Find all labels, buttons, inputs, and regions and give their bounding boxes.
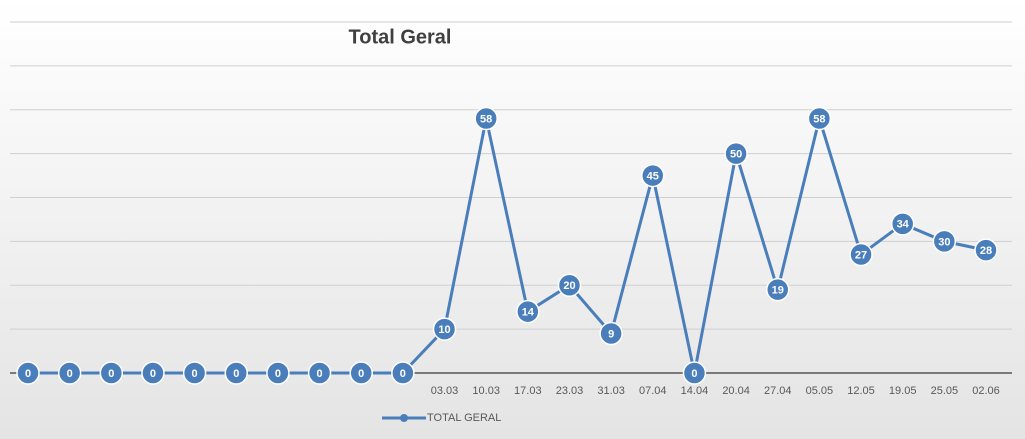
marker — [724, 141, 748, 166]
legend-marker — [400, 414, 408, 422]
x-tick-label: 12.05 — [847, 385, 875, 397]
data-label: 10 — [438, 324, 450, 336]
marker — [890, 212, 915, 236]
x-tick-label: 23.03 — [556, 385, 584, 397]
marker — [849, 242, 873, 267]
x-tick-label: 14.04 — [681, 385, 709, 397]
marker — [224, 361, 249, 385]
x-tick-label: 05.05 — [806, 385, 834, 397]
marker — [16, 361, 40, 385]
data-label: 0 — [192, 368, 198, 380]
marker — [99, 361, 124, 385]
marker — [391, 361, 415, 385]
marker — [641, 163, 665, 188]
data-label: 50 — [730, 149, 742, 161]
data-label: 0 — [67, 368, 73, 380]
x-tick-label: 31.03 — [597, 385, 625, 397]
marker — [974, 238, 998, 262]
x-tick-label: 27.04 — [764, 385, 792, 397]
x-tick-label: 19.05 — [889, 385, 917, 397]
marker — [182, 361, 207, 385]
data-label: 0 — [317, 368, 323, 380]
data-label: 0 — [400, 368, 406, 380]
data-label: 0 — [150, 368, 156, 380]
x-tick-label: 10.03 — [472, 385, 500, 397]
marker — [141, 361, 165, 385]
marker — [599, 321, 623, 346]
marker — [57, 361, 82, 385]
data-label: 27 — [855, 249, 867, 261]
marker — [474, 106, 498, 131]
data-label: 58 — [480, 113, 492, 125]
data-label: 58 — [813, 113, 825, 125]
marker — [516, 299, 540, 324]
data-label: 0 — [691, 368, 697, 380]
marker — [682, 361, 707, 385]
data-label: 19 — [772, 285, 784, 297]
chart-title: Total Geral — [349, 26, 452, 48]
x-tick-label: 07.04 — [639, 385, 667, 397]
data-label: 30 — [938, 236, 950, 248]
marker — [765, 277, 790, 302]
data-label: 0 — [108, 368, 114, 380]
marker — [557, 273, 582, 297]
data-label: 45 — [647, 170, 659, 182]
marker — [932, 229, 957, 254]
marker — [807, 106, 832, 131]
data-label: 0 — [358, 368, 364, 380]
legend-label: TOTAL GERAL — [427, 412, 501, 424]
data-label: 20 — [563, 280, 575, 292]
marker — [432, 317, 457, 341]
marker — [266, 361, 290, 385]
marker — [349, 361, 373, 385]
data-label: 0 — [275, 368, 281, 380]
x-tick-label: 20.04 — [722, 385, 750, 397]
data-label: 9 — [608, 328, 614, 340]
x-tick-label: 03.03 — [431, 385, 459, 397]
data-label: 0 — [233, 368, 239, 380]
data-label: 0 — [25, 368, 31, 380]
data-label: 28 — [980, 245, 992, 257]
data-label: 34 — [897, 219, 910, 231]
data-label: 14 — [522, 306, 535, 318]
x-tick-label: 02.06 — [972, 385, 1000, 397]
x-tick-label: 25.05 — [931, 385, 959, 397]
marker — [307, 361, 332, 385]
x-tick-label: 17.03 — [514, 385, 542, 397]
